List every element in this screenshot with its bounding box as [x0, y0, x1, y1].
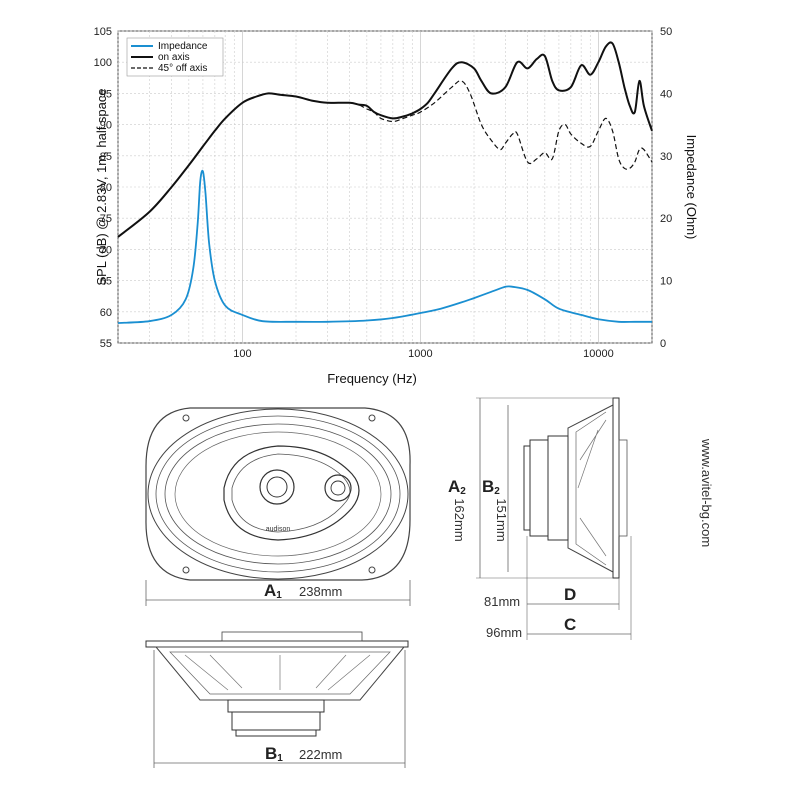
mount-hole-tl	[182, 414, 190, 422]
side-grille	[618, 439, 628, 537]
mount-hole-br	[368, 566, 376, 574]
website-url: www.avitel-bg.com	[699, 438, 714, 547]
d-letter: D	[564, 585, 576, 604]
tweeter-bridge-inner	[231, 453, 351, 533]
grid	[117, 30, 653, 344]
y2-tick-label: 50	[660, 26, 672, 38]
c-value: 96mm	[486, 625, 522, 640]
midrange-dome	[259, 469, 295, 505]
x-tick-label: 10000	[583, 348, 614, 360]
tweeter-dome	[324, 474, 352, 502]
series-line-impedance	[117, 169, 652, 324]
side-back-plate	[523, 445, 531, 531]
x-tick-label: 1000	[408, 348, 432, 360]
c-letter: C	[564, 615, 576, 634]
left-axis-ticks: 55 60 65 70 75 80 85 90 95 100 105	[94, 26, 112, 350]
basket	[154, 646, 406, 701]
legend-label-impedance: Impedance	[158, 41, 208, 52]
right-axis-ticks: 0 10 20 30 40 50	[660, 26, 672, 350]
y-tick-label: 60	[100, 307, 112, 319]
surround-ring-2	[164, 423, 392, 565]
y-tick-label: 105	[94, 26, 112, 38]
d-value: 81mm	[484, 594, 520, 609]
y-axis-label: SPL (dB) @ 2.83V, 1m, half space	[94, 88, 109, 285]
y-tick-label: 55	[100, 338, 112, 350]
y2-tick-label: 10	[660, 276, 672, 288]
frequency-response-chart: 55 60 65 70 75 80 85 90 95 100 105 0 10 20 30 40 50 100…	[94, 26, 699, 386]
surround-outer	[147, 408, 409, 580]
y-tick-label: 65	[100, 276, 112, 288]
speaker-front-view: audison A1 238mm	[145, 407, 411, 606]
series-lines	[117, 41, 653, 324]
y-tick-label: 90	[100, 120, 112, 132]
legend-label-on-axis: on axis	[158, 52, 190, 63]
tweeter-center	[330, 480, 346, 496]
x-axis-ticks: 100 1000 10000	[233, 348, 613, 360]
side-basket	[567, 404, 614, 573]
y-tick-label: 85	[100, 151, 112, 163]
x-axis-label: Frequency (Hz)	[327, 371, 417, 386]
side-flange	[612, 397, 620, 579]
y-tick-label: 95	[100, 88, 112, 100]
mount-hole-bl	[182, 566, 190, 574]
y2-tick-label: 40	[660, 88, 672, 100]
b1-letter: B1	[265, 744, 283, 764]
b1-value: 222mm	[299, 747, 342, 762]
x-tick-label: 100	[233, 348, 251, 360]
surround-ring	[155, 415, 401, 573]
y2-tick-label: 20	[660, 213, 672, 225]
speaker-side-view: A2 162mm B2 151mm D 81mm C 96mm	[448, 397, 632, 640]
b2-letter: B2	[482, 477, 500, 497]
speaker-top-view: B1 222mm	[145, 631, 409, 768]
a2-letter: A2	[448, 477, 466, 497]
cone-edge	[174, 431, 382, 557]
side-magnet	[529, 439, 549, 537]
side-basket-inner	[575, 411, 607, 566]
y2-axis-label: Impedance (Ohm)	[684, 135, 699, 240]
basket-spokes	[184, 654, 371, 691]
y2-tick-label: 30	[660, 151, 672, 163]
brand-logo: audison	[266, 526, 291, 533]
a2-value: 162mm	[452, 498, 467, 541]
grille-top	[221, 631, 363, 642]
side-magnet-plate	[547, 435, 569, 541]
frame-flange	[145, 640, 409, 648]
mount-hole-tr	[368, 414, 376, 422]
y-tick-label: 75	[100, 213, 112, 225]
a1-letter: A1	[264, 581, 282, 601]
magnet	[231, 711, 321, 731]
legend-label-off-axis: 45° off axis	[158, 63, 207, 74]
a1-value: 238mm	[299, 584, 342, 599]
frame-outline	[145, 407, 411, 581]
basket-inner	[169, 651, 391, 695]
tweeter-bridge	[223, 445, 360, 541]
y-tick-label: 80	[100, 182, 112, 194]
legend: Impedance on axis 45° off axis	[126, 37, 224, 77]
y-tick-label: 100	[94, 57, 112, 69]
b2-value: 151mm	[494, 498, 509, 541]
side-spokes	[577, 419, 607, 557]
back-plate	[235, 729, 317, 737]
y-tick-label: 70	[100, 244, 112, 256]
midrange-center	[266, 476, 288, 498]
magnet-plate	[227, 699, 325, 713]
y2-tick-label: 0	[660, 338, 666, 350]
